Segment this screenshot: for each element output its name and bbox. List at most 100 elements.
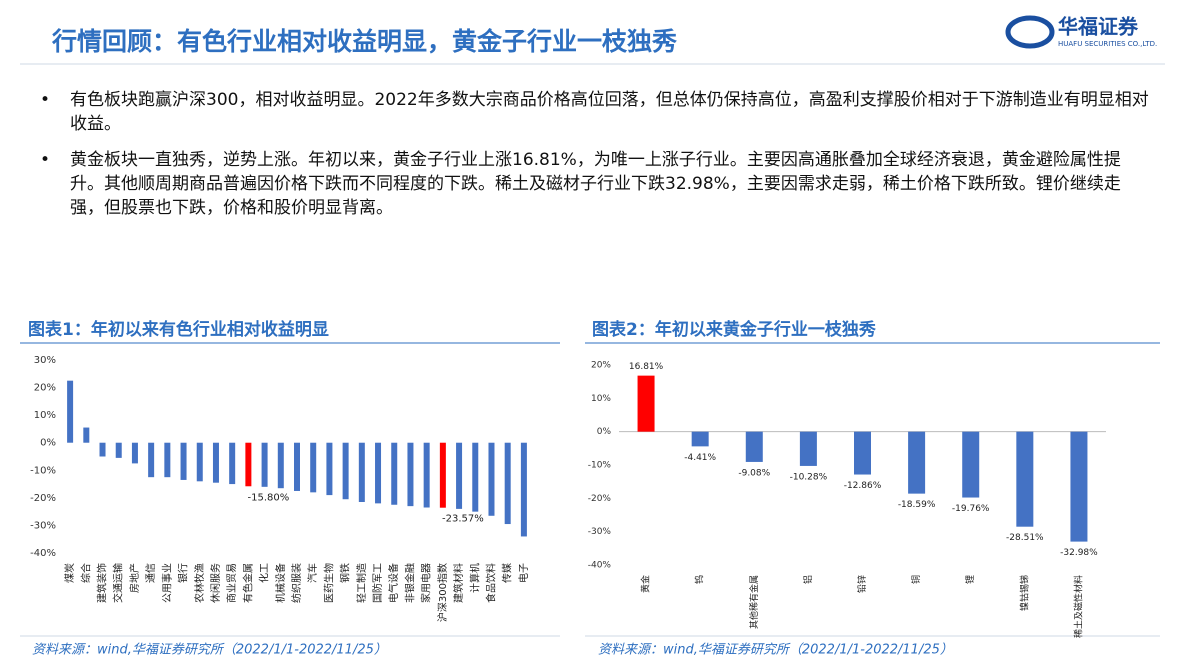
bar — [131, 442, 138, 464]
y-tick-label: 10% — [591, 394, 611, 404]
x-tick-label: 国防军工 — [371, 563, 384, 603]
y-tick-label: -10% — [30, 465, 56, 476]
y-tick-label: 0% — [597, 427, 612, 437]
x-tick-label: 铅锌 — [856, 575, 868, 593]
x-tick-label: 家用电器 — [420, 563, 433, 603]
logo-sub: HUAFU SECURITIES CO.,LTD. — [1058, 40, 1157, 48]
x-tick-label: 房地产 — [128, 563, 141, 593]
bar — [423, 442, 430, 508]
x-tick-label: 铝 — [802, 575, 814, 584]
x-tick-label: 医药生物 — [322, 563, 335, 603]
x-tick-label: 沪深300指数 — [436, 563, 449, 622]
bar — [326, 442, 333, 496]
bar — [691, 431, 709, 447]
data-label: -10.28% — [790, 472, 828, 482]
bar — [504, 442, 511, 525]
data-label: -32.98% — [1060, 548, 1098, 558]
x-tick-label: 汽车 — [306, 563, 319, 583]
bar — [115, 442, 122, 458]
x-tick-label: 商业贸易 — [225, 563, 238, 603]
data-label: -12.86% — [844, 481, 882, 491]
x-tick-label: 计算机 — [468, 563, 481, 593]
bar — [456, 442, 463, 509]
bar — [439, 442, 446, 508]
source: 资料来源：wind,华福证券研究所（2022/1/1-2022/11/25） — [598, 642, 953, 658]
slide-title: 行情回顾：有色行业相对收益明显，黄金子行业一枝独秀 — [51, 27, 677, 56]
y-tick-label: 10% — [34, 410, 56, 421]
bar — [261, 442, 268, 487]
x-tick-label: 稀土及磁性材料 — [1072, 575, 1084, 638]
data-label: -19.76% — [952, 504, 990, 514]
data-label: -15.80% — [248, 492, 290, 503]
data-label: -28.51% — [1006, 533, 1044, 543]
x-tick-label: 电子 — [517, 563, 530, 583]
x-tick-label: 建筑材料 — [452, 563, 465, 603]
y-tick-label: -20% — [588, 494, 612, 504]
x-tick-label: 镍钴锡锑 — [1018, 575, 1030, 611]
x-tick-label: 黄金 — [640, 575, 652, 593]
y-tick-label: 0% — [40, 438, 56, 449]
y-tick-label: -30% — [30, 520, 56, 531]
y-tick-label: 20% — [34, 383, 56, 394]
logo-name: 华福证券 — [1058, 15, 1139, 39]
y-tick-label: -30% — [588, 527, 612, 537]
x-tick-label: 食品饮料 — [484, 563, 497, 603]
bar — [164, 442, 171, 478]
y-tick-label: -40% — [30, 548, 56, 559]
y-tick-label: 30% — [34, 355, 56, 366]
x-tick-label: 锂 — [964, 575, 976, 584]
bar — [375, 442, 382, 504]
data-label: -23.57% — [442, 514, 484, 525]
bar — [277, 442, 284, 489]
x-tick-label: 煤炭 — [63, 563, 76, 583]
bar — [908, 431, 926, 494]
x-tick-label: 综合 — [79, 563, 92, 583]
bar — [520, 442, 527, 537]
bar — [180, 442, 187, 480]
bar — [962, 431, 980, 498]
x-tick-label: 农林牧渔 — [193, 563, 206, 603]
x-tick-label: 纺织服装 — [290, 563, 303, 603]
x-tick-label: 其他稀有金属 — [748, 575, 760, 629]
y-tick-label: -10% — [588, 461, 612, 471]
bar — [472, 442, 479, 512]
bar — [245, 442, 252, 487]
bar — [148, 442, 155, 478]
x-tick-label: 有色金属 — [241, 563, 254, 603]
x-tick-label: 机械设备 — [274, 563, 287, 603]
bar — [196, 442, 203, 482]
bullet: 黄金板块一直独秀，逆势上涨。年初以来，黄金子行业上涨16.81%，为唯一上涨子行… — [40, 148, 1150, 220]
bar — [391, 442, 398, 505]
x-tick-label: 轻工制造 — [355, 563, 368, 603]
data-label: -4.41% — [684, 453, 716, 463]
x-tick-label: 通信 — [145, 563, 157, 583]
x-tick-label: 钢铁 — [339, 563, 352, 583]
bar — [229, 442, 236, 485]
data-label: 16.81% — [629, 362, 664, 372]
x-tick-label: 休闲服务 — [209, 563, 222, 603]
x-tick-label: 公用事业 — [160, 563, 173, 603]
chart-title: 图表2：年初以来黄金子行业一枝独秀 — [592, 319, 876, 340]
bar — [67, 380, 74, 443]
data-label: -18.59% — [898, 500, 936, 510]
bar — [1016, 431, 1034, 527]
logo-icon — [1005, 15, 1055, 49]
bar — [799, 431, 817, 466]
bar — [99, 442, 106, 457]
x-tick-label: 非银金融 — [403, 563, 416, 603]
bar — [83, 427, 90, 443]
bar — [637, 375, 655, 432]
bar — [854, 431, 871, 475]
chart-title: 图表1：年初以来有色行业相对收益明显 — [28, 319, 329, 340]
bar — [310, 442, 317, 493]
bar — [1070, 431, 1088, 542]
bullets: 有色板块跑赢沪深300，相对收益明显。2022年多数大宗商品价格高位回落，但总体… — [40, 88, 1150, 232]
x-tick-label: 钨 — [694, 575, 706, 584]
bar — [488, 442, 495, 516]
y-tick-label: -20% — [30, 493, 56, 504]
bar — [342, 442, 349, 500]
x-tick-label: 铜 — [910, 575, 922, 584]
x-tick-label: 化工 — [258, 563, 271, 583]
